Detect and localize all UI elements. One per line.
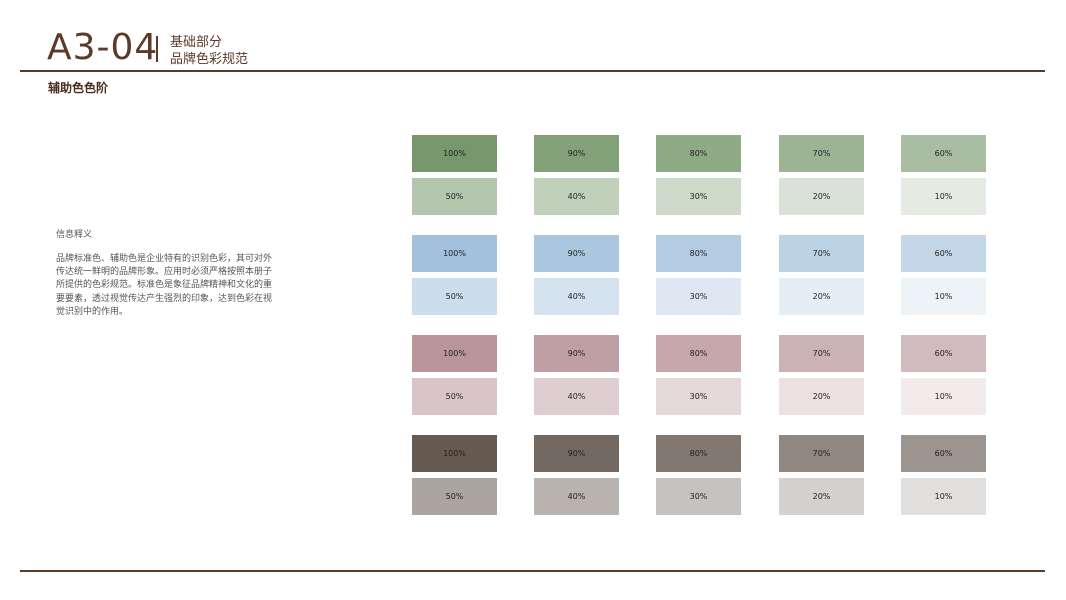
swatch-pink-40: 40%: [534, 378, 619, 415]
swatch-pink-20: 20%: [779, 378, 864, 415]
swatch-pink-50: 50%: [412, 378, 497, 415]
swatch-green-70: 70%: [779, 135, 864, 172]
swatch-blue-30: 30%: [656, 278, 741, 315]
swatch-blue-40: 40%: [534, 278, 619, 315]
swatch-blue-50: 50%: [412, 278, 497, 315]
swatch-blue-10: 10%: [901, 278, 986, 315]
swatch-brown-10: 10%: [901, 478, 986, 515]
subtitle-category: 基础部分: [170, 35, 223, 50]
swatch-green-90: 90%: [534, 135, 619, 172]
swatch-green-20: 20%: [779, 178, 864, 215]
page-code: A3-04: [47, 27, 159, 68]
swatch-brown-50: 50%: [412, 478, 497, 515]
swatch-brown-80: 80%: [656, 435, 741, 472]
swatch-green-10: 10%: [901, 178, 986, 215]
swatch-brown-60: 60%: [901, 435, 986, 472]
swatch-green-80: 80%: [656, 135, 741, 172]
swatch-brown-30: 30%: [656, 478, 741, 515]
swatch-pink-30: 30%: [656, 378, 741, 415]
swatch-green-30: 30%: [656, 178, 741, 215]
swatch-green-50: 50%: [412, 178, 497, 215]
swatch-blue-20: 20%: [779, 278, 864, 315]
swatch-brown-70: 70%: [779, 435, 864, 472]
swatch-pink-60: 60%: [901, 335, 986, 372]
swatch-pink-90: 90%: [534, 335, 619, 372]
header-rule: [20, 70, 1045, 72]
title-divider: [156, 36, 158, 62]
swatch-brown-20: 20%: [779, 478, 864, 515]
swatch-pink-70: 70%: [779, 335, 864, 372]
swatch-blue-90: 90%: [534, 235, 619, 272]
swatch-blue-60: 60%: [901, 235, 986, 272]
swatch-pink-10: 10%: [901, 378, 986, 415]
info-title: 信息释义: [56, 230, 93, 240]
swatch-pink-100: 100%: [412, 335, 497, 372]
swatch-brown-40: 40%: [534, 478, 619, 515]
footer-rule: [20, 570, 1045, 572]
swatch-brown-90: 90%: [534, 435, 619, 472]
swatch-brown-100: 100%: [412, 435, 497, 472]
info-text: 品牌标准色、辅助色是企业特有的识别色彩，其可对外传达统一鲜明的品牌形象。应用时必…: [56, 254, 273, 317]
swatch-blue-70: 70%: [779, 235, 864, 272]
swatch-green-40: 40%: [534, 178, 619, 215]
swatch-blue-80: 80%: [656, 235, 741, 272]
section-title: 辅助色色阶: [48, 81, 109, 95]
swatch-pink-80: 80%: [656, 335, 741, 372]
subtitle-topic: 品牌色彩规范: [170, 52, 249, 67]
swatch-green-60: 60%: [901, 135, 986, 172]
swatch-green-100: 100%: [412, 135, 497, 172]
swatch-blue-100: 100%: [412, 235, 497, 272]
